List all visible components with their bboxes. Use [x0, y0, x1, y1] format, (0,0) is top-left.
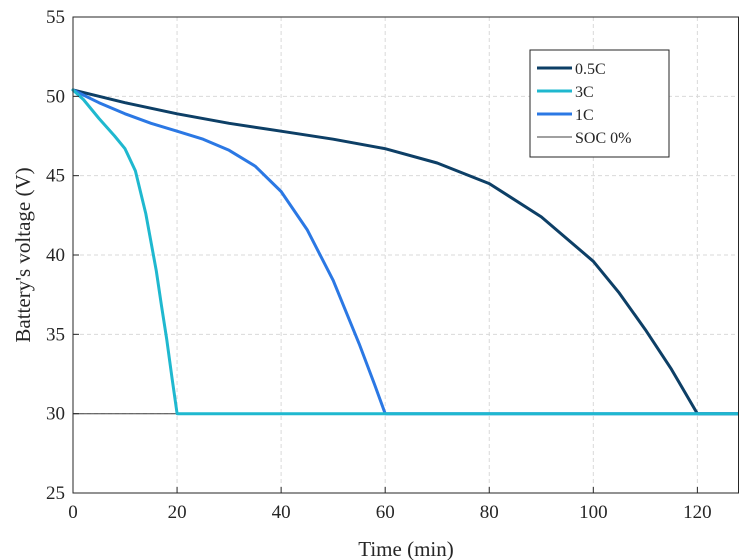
- x-tick-label: 0: [68, 502, 78, 523]
- y-tick-label: 25: [46, 483, 65, 504]
- y-axis-label: Battery's voltage (V): [11, 167, 35, 342]
- x-tick-label: 80: [480, 502, 499, 523]
- legend-label-3c: 3C: [575, 84, 594, 101]
- y-tick-label: 45: [46, 166, 65, 187]
- x-tick-label: 20: [168, 502, 187, 523]
- legend-label-soc-0: SOC 0%: [575, 130, 631, 147]
- y-tick-label: 55: [46, 7, 65, 28]
- legend-label-0-5c: 0.5C: [575, 61, 606, 78]
- x-axis-label: Time (min): [358, 537, 453, 560]
- y-tick-label: 30: [46, 404, 65, 425]
- x-tick-label: 120: [683, 502, 712, 523]
- y-tick-label: 40: [46, 245, 65, 266]
- legend-label-1c: 1C: [575, 107, 594, 124]
- y-tick-label: 50: [46, 86, 65, 107]
- x-tick-label: 100: [579, 502, 608, 523]
- y-tick-label: 35: [46, 324, 65, 345]
- legend: 0.5C 3C 1C SOC 0%: [530, 50, 669, 157]
- x-tick-label: 60: [376, 502, 395, 523]
- x-tick-label: 40: [272, 502, 291, 523]
